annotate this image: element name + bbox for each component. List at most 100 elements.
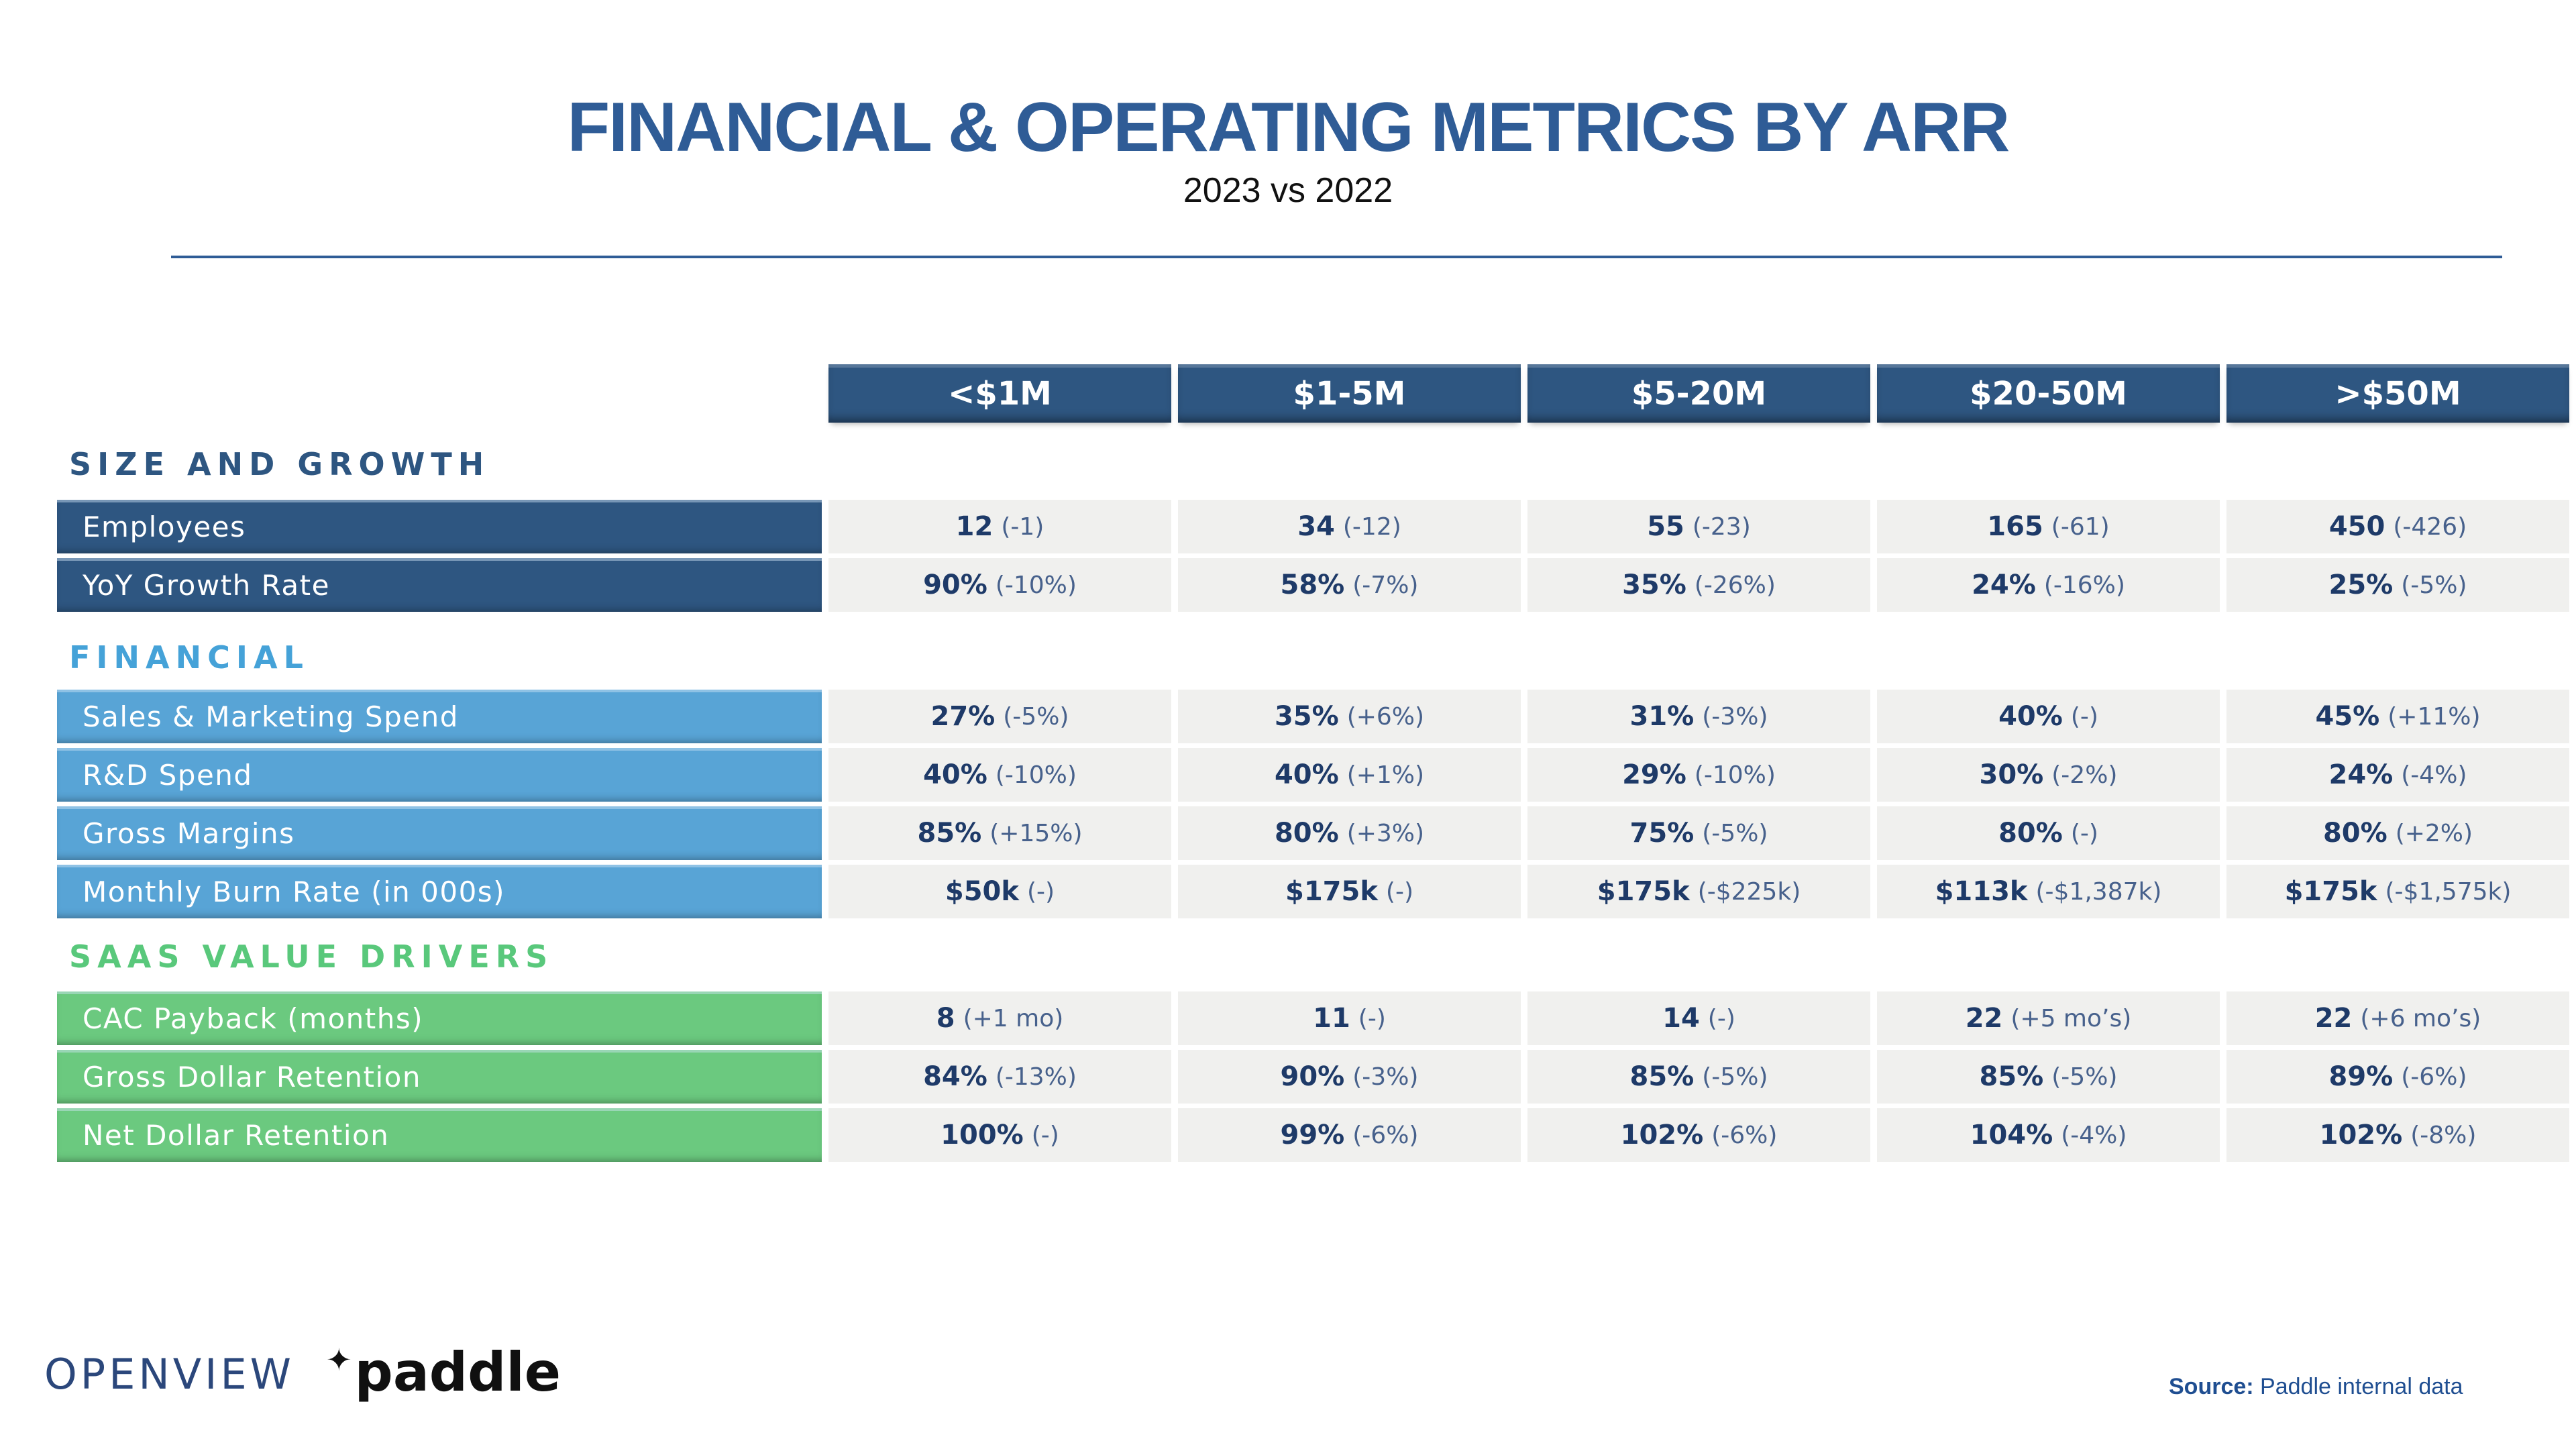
cell-delta: (-6%) <box>2401 1063 2467 1091</box>
cell-value: 102% <box>1620 1120 1704 1150</box>
cell-value: 22 <box>1965 1003 2003 1034</box>
cell-delta: (+15%) <box>989 819 1083 847</box>
cell-delta: (-) <box>1027 877 1055 906</box>
source-note: Source: Paddle internal data <box>2169 1375 2463 1398</box>
cell-value: $175k <box>2284 876 2377 907</box>
table-cell: 104% (-4%) <box>1877 1108 2220 1162</box>
cell-value: 165 <box>1987 511 2043 542</box>
cell-delta: (-4%) <box>2061 1121 2127 1149</box>
table-cell: 102% (-8%) <box>2226 1108 2569 1162</box>
cell-value: 14 <box>1662 1003 1700 1034</box>
cell-delta: (-5%) <box>1702 1063 1768 1091</box>
table-row-cac-payback: CAC Payback (months) 8 (+1 mo) 11 (-) 14 (-… <box>57 991 2569 1045</box>
source-text: Paddle internal data <box>2253 1374 2463 1399</box>
cell-delta: (+11%) <box>2387 702 2481 731</box>
table-row-gross-dollar-retention: Gross Dollar Retention 84% (-13%) 90% (-3%… <box>57 1050 2569 1104</box>
cell-value: 40% <box>923 759 987 790</box>
table-cell: 100% (-) <box>828 1108 1171 1162</box>
paddle-wordmark: paddle <box>354 1341 561 1403</box>
cell-delta: (-$225k) <box>1697 877 1801 906</box>
section-heading-financial: FINANCIAL <box>69 639 309 676</box>
cell-value: 58% <box>1280 570 1345 600</box>
cell-delta: (+6 mo’s) <box>2360 1004 2481 1032</box>
cell-delta: (-12) <box>1342 513 1401 541</box>
row-label: Gross Margins <box>57 806 822 860</box>
table-cell: 25% (-5%) <box>2226 558 2569 612</box>
page-title: FINANCIAL & OPERATING METRICS BY ARR <box>567 89 2010 166</box>
cell-delta: (-) <box>1385 877 1414 906</box>
cell-delta: (-4%) <box>2401 761 2467 789</box>
table-cell: $175k (-) <box>1178 865 1521 918</box>
table-row-net-dollar-retention: Net Dollar Retention 100% (-) 99% (-6%) 10… <box>57 1108 2569 1162</box>
table-cell: 35% (+6%) <box>1178 690 1521 743</box>
cell-value: $113k <box>1935 876 2028 907</box>
table-cell: $175k (-$1,575k) <box>2226 865 2569 918</box>
cell-value: 90% <box>923 570 987 600</box>
cell-delta: (-1) <box>1001 513 1044 541</box>
table-row-yoy-growth-rate: YoY Growth Rate 90% (-10%) 58% (-7%) 35% (-… <box>57 558 2569 612</box>
cell-delta: (-61) <box>2051 513 2110 541</box>
table-cell: 14 (-) <box>1527 991 1870 1045</box>
cell-delta: (+1%) <box>1346 761 1425 789</box>
cell-delta: (-) <box>1358 1004 1386 1032</box>
table-cell: 40% (+1%) <box>1178 748 1521 802</box>
cell-delta: (-3%) <box>1702 702 1768 731</box>
table-cell: 55 (-23) <box>1527 500 1870 553</box>
cell-delta: (-5%) <box>2401 571 2467 599</box>
cell-value: 104% <box>1970 1120 2053 1150</box>
table-cell: 22 (+5 mo’s) <box>1877 991 2220 1045</box>
table-cell: 75% (-5%) <box>1527 806 1870 860</box>
table-cell: 450 (-426) <box>2226 500 2569 553</box>
table-cell: 11 (-) <box>1178 991 1521 1045</box>
cell-delta: (-) <box>2070 702 2098 731</box>
page-subtitle: 2023 vs 2022 <box>1183 171 1393 210</box>
row-label: Sales & Marketing Spend <box>57 690 822 743</box>
cell-delta: (-10%) <box>995 571 1077 599</box>
row-label: Gross Dollar Retention <box>57 1050 822 1104</box>
cell-delta: (-13%) <box>995 1063 1077 1091</box>
row-label: Monthly Burn Rate (in 000s) <box>57 865 822 918</box>
table-cell: 35% (-26%) <box>1527 558 1870 612</box>
column-header-20-50m: $20-50M <box>1877 364 2220 423</box>
cell-delta: (-) <box>1707 1004 1735 1032</box>
column-header-row: <$1M $1-5M $5-20M $20-50M >$50M <box>57 364 2569 423</box>
row-label: YoY Growth Rate <box>57 558 822 612</box>
cell-value: 24% <box>1972 570 2036 600</box>
cell-delta: (-16%) <box>2043 571 2125 599</box>
cell-delta: (-5%) <box>1003 702 1069 731</box>
source-label: Source: <box>2169 1374 2254 1399</box>
cell-value: 30% <box>1979 759 2044 790</box>
cell-delta: (-426) <box>2393 513 2467 541</box>
cell-value: 55 <box>1647 511 1684 542</box>
cell-value: 35% <box>1622 570 1686 600</box>
cell-value: 89% <box>2328 1061 2394 1092</box>
table-row-sales-marketing-spend: Sales & Marketing Spend 27% (-5%) 35% (+6%… <box>57 690 2569 743</box>
row-label: R&D Spend <box>57 748 822 802</box>
table-cell: 80% (+2%) <box>2226 806 2569 860</box>
cell-value: 25% <box>2328 570 2394 600</box>
table-cell: 24% (-16%) <box>1877 558 2220 612</box>
cell-value: 27% <box>930 701 996 732</box>
table-row-rd-spend: R&D Spend 40% (-10%) 40% (+1%) 29% (-10%) 3… <box>57 748 2569 802</box>
cell-delta: (-10%) <box>1694 761 1776 789</box>
row-label: Net Dollar Retention <box>57 1108 822 1162</box>
table-cell: 30% (-2%) <box>1877 748 2220 802</box>
table-cell: 102% (-6%) <box>1527 1108 1870 1162</box>
column-header-lt1m: <$1M <box>828 364 1171 423</box>
cell-value: 85% <box>1629 1061 1695 1092</box>
cell-delta: (+5 mo’s) <box>2010 1004 2132 1032</box>
header-spacer <box>57 364 822 423</box>
cell-value: 99% <box>1280 1120 1345 1150</box>
cell-value: 102% <box>2319 1120 2403 1150</box>
table-cell: 45% (+11%) <box>2226 690 2569 743</box>
table-cell: 40% (-10%) <box>828 748 1171 802</box>
cell-value: 35% <box>1274 701 1339 732</box>
cell-delta: (-3%) <box>1352 1063 1419 1091</box>
sparkle-icon: ✦ <box>326 1342 352 1378</box>
table-cell: $50k (-) <box>828 865 1171 918</box>
cell-value: 22 <box>2314 1003 2353 1034</box>
table-cell: 85% (+15%) <box>828 806 1171 860</box>
cell-value: 85% <box>917 818 982 849</box>
cell-value: 40% <box>1998 701 2063 732</box>
cell-delta: (-8%) <box>2410 1121 2477 1149</box>
